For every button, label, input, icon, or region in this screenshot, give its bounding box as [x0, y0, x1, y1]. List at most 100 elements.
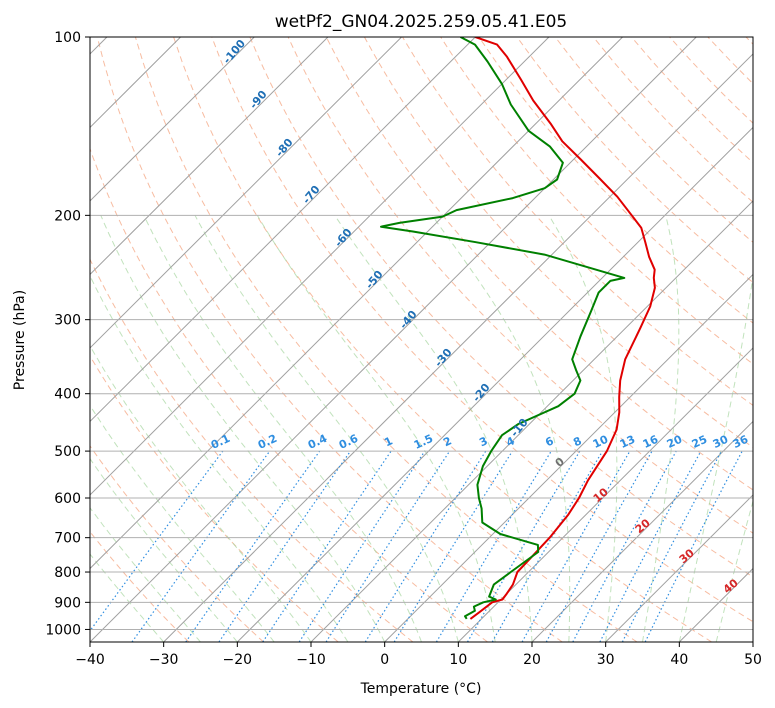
mixing-ratio-line: [435, 450, 552, 642]
background-lines: [90, 37, 753, 642]
dry-adiabat: [554, 37, 753, 243]
mixing-ratio-line: [644, 450, 743, 642]
x-tick-label: −40: [75, 652, 105, 668]
isotherm: [236, 126, 753, 642]
dry-adiabat: [325, 37, 753, 491]
moist-adiabat: [548, 215, 618, 642]
isotherm: [90, 37, 623, 570]
y-tick-label: 1000: [45, 622, 81, 638]
moist-adiabat: [431, 215, 571, 642]
mixing-ratio-label: 8: [571, 434, 583, 449]
dry-adiabat: [90, 530, 190, 642]
isotherm: [605, 494, 753, 642]
y-tick-label: 400: [54, 387, 81, 403]
x-axis: −40 −30 −20 −10 0 10 20 30 40 50: [75, 642, 762, 668]
mixing-ratio-label: 25: [690, 433, 709, 451]
x-axis-title: Temperature (°C): [360, 681, 482, 697]
mixing-ratio-label: 6: [543, 434, 556, 449]
moist-adiabat-label: 20: [633, 516, 653, 536]
chart-title: wetPf2_GN04.2025.259.05.41.E05: [275, 12, 567, 32]
mixing-ratio-line: [185, 450, 321, 642]
dry-adiabat: [249, 37, 753, 578]
dry-adiabat: [516, 37, 753, 284]
dry-adiabat: [173, 37, 712, 642]
y-tick-label: 800: [54, 565, 81, 581]
mixing-ratio-line: [218, 450, 351, 642]
mixing-ratio-label: 13: [618, 433, 637, 451]
isotherm: [457, 347, 753, 642]
isotherm: [163, 53, 753, 642]
y-tick-label: 900: [54, 595, 81, 611]
mixing-ratio-label: 0.4: [306, 432, 329, 452]
dry-adiabat-label: -30: [432, 346, 455, 370]
isotherm: [90, 37, 329, 276]
dry-adiabat: [90, 445, 264, 642]
mixing-ratio-label: 0.1: [209, 432, 232, 452]
x-tick-label: 40: [670, 652, 688, 668]
dry-adiabat: [90, 258, 414, 642]
isotherm: [678, 567, 753, 642]
moist-adiabat: [334, 215, 533, 642]
dry-adiabat: [96, 37, 563, 642]
dry-adiabat: [211, 37, 753, 623]
mixing-ratio-line: [262, 450, 392, 642]
isotherm: [310, 200, 753, 642]
isotherm: [90, 37, 255, 202]
moist-adiabat: [194, 215, 459, 642]
mixing-ratio-label: 1.5: [412, 432, 435, 452]
moist-adiabat: [90, 553, 165, 642]
dry-adiabat: [707, 37, 753, 85]
moist-adiabat: [678, 272, 753, 642]
moist-adiabat: [100, 215, 386, 642]
x-tick-label: 0: [380, 652, 389, 668]
mixing-ratio-label: 36: [731, 433, 751, 451]
y-tick-label: 700: [54, 531, 81, 547]
mixing-ratio-label: 10: [591, 433, 611, 451]
isotherm: [752, 641, 753, 642]
mixing-ratio-line: [599, 450, 702, 642]
x-tick-label: 10: [449, 652, 467, 668]
dry-adiabat-label: -90: [247, 88, 270, 112]
moist-adiabat: [90, 404, 275, 642]
y-tick-label: 600: [54, 491, 81, 507]
mixing-ratio-label: 30: [711, 433, 731, 451]
isotherm: [531, 420, 753, 642]
y-tick-label: 500: [54, 444, 81, 460]
dry-adiabat-label: -100: [220, 37, 248, 67]
pressure-gridlines: [90, 36, 753, 630]
y-axis: 1000 900 800 700 600 500 400 300 200 100: [45, 30, 90, 638]
mixing-ratio-label: 1: [382, 434, 394, 449]
isotherm: [384, 273, 753, 642]
dewpoint-profile: [380, 37, 626, 620]
mixing-ratio-line: [466, 450, 581, 642]
x-tick-label: −10: [296, 652, 326, 668]
dry-adiabat-label: -60: [332, 226, 355, 250]
dry-adiabat-label: -70: [300, 183, 323, 207]
isotherm: [90, 37, 697, 642]
moist-adiabat-label: 40: [721, 576, 741, 596]
isotherm: [90, 37, 476, 423]
moist-adiabat: [143, 215, 422, 642]
dry-adiabat: [440, 37, 753, 365]
x-tick-label: 50: [744, 652, 762, 668]
mixing-ratio-label: 16: [641, 433, 661, 451]
dry-adiabat-label: -50: [363, 268, 386, 292]
mixing-ratio-line: [298, 450, 426, 642]
moist-adiabat: [90, 344, 312, 642]
profiles: [380, 37, 656, 620]
mixing-ratio-line: [90, 450, 224, 632]
moist-adiabat-label: 30: [677, 546, 697, 566]
dry-adiabat-label: -20: [470, 381, 493, 405]
moist-adiabat: [90, 457, 238, 642]
mixing-ratio-label: 0.2: [256, 432, 279, 452]
x-tick-label: −30: [149, 652, 179, 668]
mixing-ratio-line: [325, 450, 451, 642]
dry-adiabat: [90, 355, 339, 642]
mixing-ratio-line: [521, 450, 631, 642]
dry-adiabat: [745, 37, 753, 45]
y-axis-title: Pressure (hPa): [12, 290, 28, 390]
dry-adiabat: [90, 147, 488, 642]
mixing-ratio-label: 20: [665, 433, 685, 451]
dry-adiabat: [478, 37, 753, 324]
